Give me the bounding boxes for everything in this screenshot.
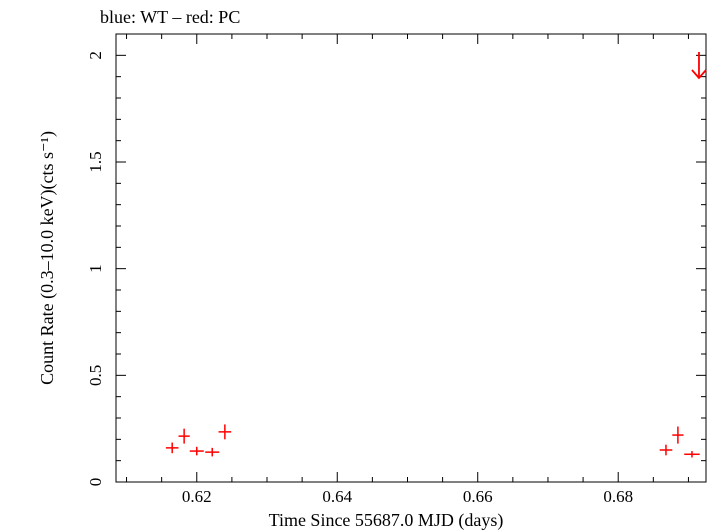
y-tick-label: 0.5 bbox=[86, 365, 105, 386]
x-axis: 0.62 0.64 0.66 0.68 bbox=[126, 34, 689, 506]
y-tick-label: 1.5 bbox=[86, 151, 105, 172]
y-tick-label: 1 bbox=[86, 264, 105, 273]
data-point bbox=[165, 442, 179, 454]
data-point bbox=[189, 446, 204, 456]
x-axis-label: Time Since 55687.0 MJD (days) bbox=[269, 510, 504, 531]
data-point bbox=[218, 424, 232, 440]
upper-limit-arrow bbox=[691, 52, 707, 80]
x-tick-label: 0.62 bbox=[182, 487, 212, 506]
data-point bbox=[205, 447, 220, 457]
chart-title: blue: WT – red: PC bbox=[100, 7, 240, 27]
data-series-pc bbox=[165, 52, 707, 458]
data-point bbox=[684, 451, 700, 458]
x-tick-label: 0.66 bbox=[463, 487, 493, 506]
y-tick-label: 0 bbox=[86, 478, 105, 487]
y-tick-label: 2 bbox=[86, 51, 105, 60]
plot-frame bbox=[115, 33, 707, 483]
y-axis: 0 0.5 1 1.5 2 bbox=[86, 33, 706, 487]
y-axis-label: Count Rate (0.3–10.0 keV)(cts s⁻¹) bbox=[37, 131, 58, 385]
x-tick-label: 0.68 bbox=[603, 487, 633, 506]
data-point bbox=[178, 428, 190, 444]
upper-limit-head bbox=[691, 69, 707, 80]
x-tick-label: 0.64 bbox=[322, 487, 352, 506]
data-point bbox=[672, 426, 684, 444]
data-point bbox=[659, 444, 673, 456]
